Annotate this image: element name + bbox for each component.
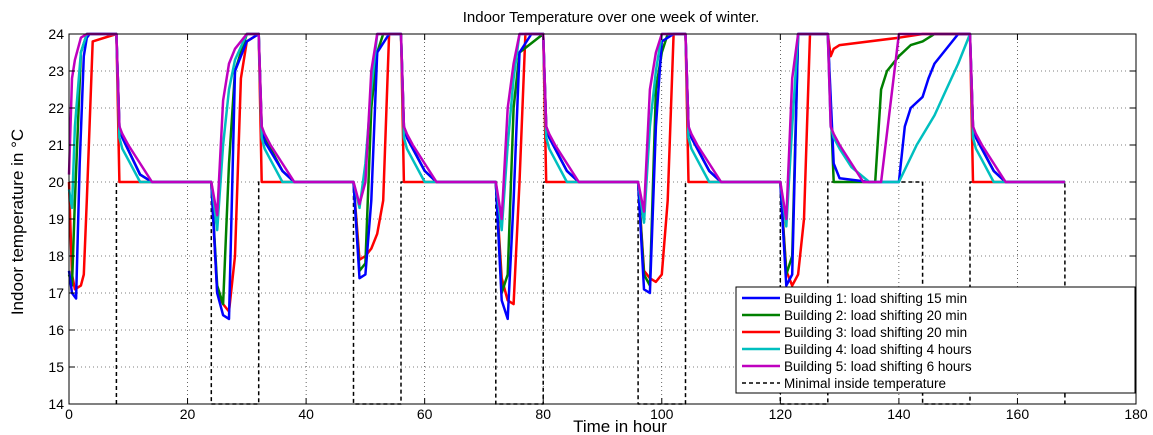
legend-entry-building3: Building 3: load shifting 20 min xyxy=(742,325,967,340)
x-tick-label: 160 xyxy=(1006,406,1030,422)
legend-label-building2: Building 2: load shifting 20 min xyxy=(784,308,967,323)
x-tick-label: 80 xyxy=(535,406,551,422)
legend-entry-minimal: Minimal inside temperature xyxy=(742,376,946,391)
x-axis-label: Time in hour xyxy=(573,417,667,435)
y-axis-label: Indoor temperature in °C xyxy=(8,129,27,315)
x-tick-label: 100 xyxy=(650,406,674,422)
legend-label-minimal: Minimal inside temperature xyxy=(784,376,946,391)
y-tick-label: 23 xyxy=(48,63,64,79)
legend-entry-building5: Building 5: load shifting 6 hours xyxy=(742,359,972,374)
series-line-building5 xyxy=(67,32,1065,221)
legend-label-building1: Building 1: load shifting 15 min xyxy=(784,291,967,306)
x-tick-label: 140 xyxy=(887,406,911,422)
y-tick-label: 14 xyxy=(48,396,64,412)
y-tick-label: 24 xyxy=(48,26,64,42)
y-tick-label: 15 xyxy=(48,359,64,375)
legend-entry-building4: Building 4: load shifting 4 hours xyxy=(742,342,972,357)
legend-box xyxy=(735,286,1136,394)
y-tick-label: 20 xyxy=(48,174,64,190)
x-tick-label: 180 xyxy=(1124,406,1148,422)
y-tick-label: 22 xyxy=(48,100,64,116)
legend-entry-building2: Building 2: load shifting 20 min xyxy=(742,308,967,323)
x-tick-label: 0 xyxy=(65,406,73,422)
y-tick-label: 18 xyxy=(48,248,64,264)
y-tick-label: 21 xyxy=(48,137,64,153)
legend-label-building3: Building 3: load shifting 20 min xyxy=(784,325,967,340)
legend: Building 1: load shifting 15 min Buildin… xyxy=(735,286,1136,394)
axis-ticks: 0 20 40 60 80 100 120 140 160 180 14 15 16 17 18 19 20 21… xyxy=(48,26,1147,422)
y-tick-label: 16 xyxy=(48,322,64,338)
legend-entry-building1: Building 1: load shifting 15 min xyxy=(742,291,967,306)
legend-label-building4: Building 4: load shifting 4 hours xyxy=(784,342,972,357)
x-tick-label: 40 xyxy=(298,406,314,422)
y-tick-label: 19 xyxy=(48,211,64,227)
x-tick-label: 20 xyxy=(180,406,196,422)
x-tick-label: 120 xyxy=(769,406,793,422)
y-tick-label: 17 xyxy=(48,285,64,301)
x-tick-label: 60 xyxy=(417,406,433,422)
chart-title: Indoor Temperature over one week of wint… xyxy=(463,9,760,26)
legend-label-building5: Building 5: load shifting 6 hours xyxy=(784,359,972,374)
